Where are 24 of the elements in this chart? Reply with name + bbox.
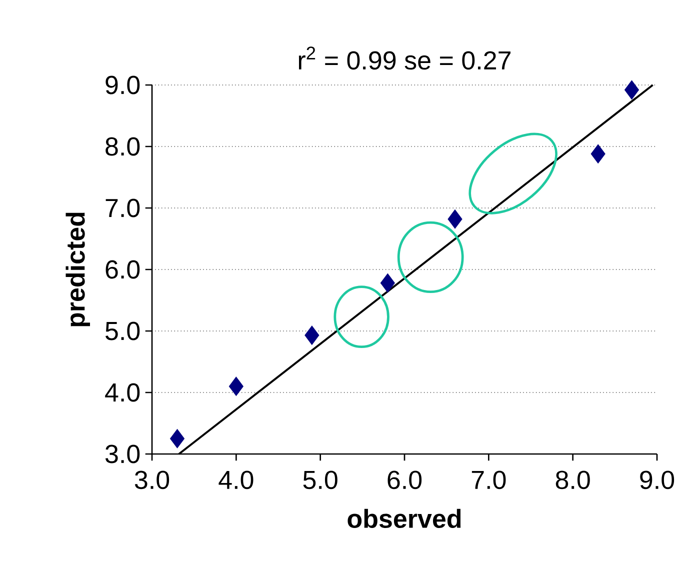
point [304,326,320,345]
chart-title: r$^{2}$ = 0.99 se = 0.27 [298,46,510,70]
point [590,144,606,164]
x-tick-label: 6.0 [388,470,422,490]
x-tick-label: 5.0 [303,470,338,490]
x-axis-title: observed [348,508,461,528]
y-tick-label: 4.0 [105,383,140,402]
y-tick-label: 9.0 [106,76,140,94]
x-tick-label: 3.0 [134,470,170,490]
x-tick-label: 4.0 [218,470,254,490]
point [448,209,462,229]
point [624,80,640,100]
point [228,376,244,396]
x-tick-label: 8.0 [556,470,590,490]
point [170,429,185,448]
y-tick-label: 3.0 [105,444,140,464]
x-tick-label: 9.0 [640,470,674,490]
y-tick-label: 5.0 [106,322,140,340]
y-tick-label: 8.0 [106,137,140,156]
y-tick-label: 7.0 [106,198,140,218]
x-tick-label: 7.0 [472,470,506,490]
y-tick-label: 6.0 [106,260,140,279]
point [380,273,395,293]
y-axis-title: predicted [66,212,90,326]
